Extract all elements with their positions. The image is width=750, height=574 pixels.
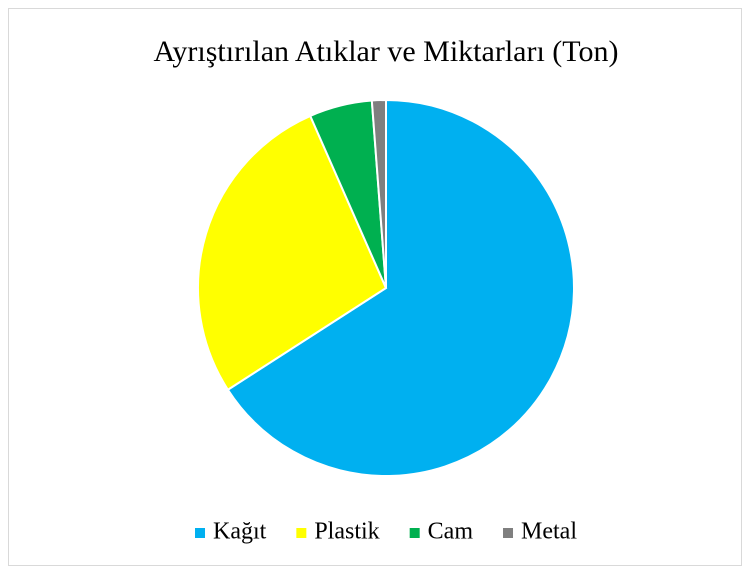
legend-label: Metal xyxy=(521,519,577,545)
legend-swatch xyxy=(195,528,206,538)
legend-label: Plastik xyxy=(314,519,379,545)
legend-swatch xyxy=(503,528,514,538)
pie-slice xyxy=(226,98,575,477)
pie-slice xyxy=(370,98,387,289)
legend-label: Cam xyxy=(428,519,474,545)
legend-swatch xyxy=(409,528,420,538)
pie-slice xyxy=(197,114,388,392)
legend-label: Kağıt xyxy=(213,519,267,545)
legend-swatch xyxy=(296,528,307,538)
chart-title: Ayrıştırılan Atıklar ve Miktarları (Ton) xyxy=(153,35,618,68)
